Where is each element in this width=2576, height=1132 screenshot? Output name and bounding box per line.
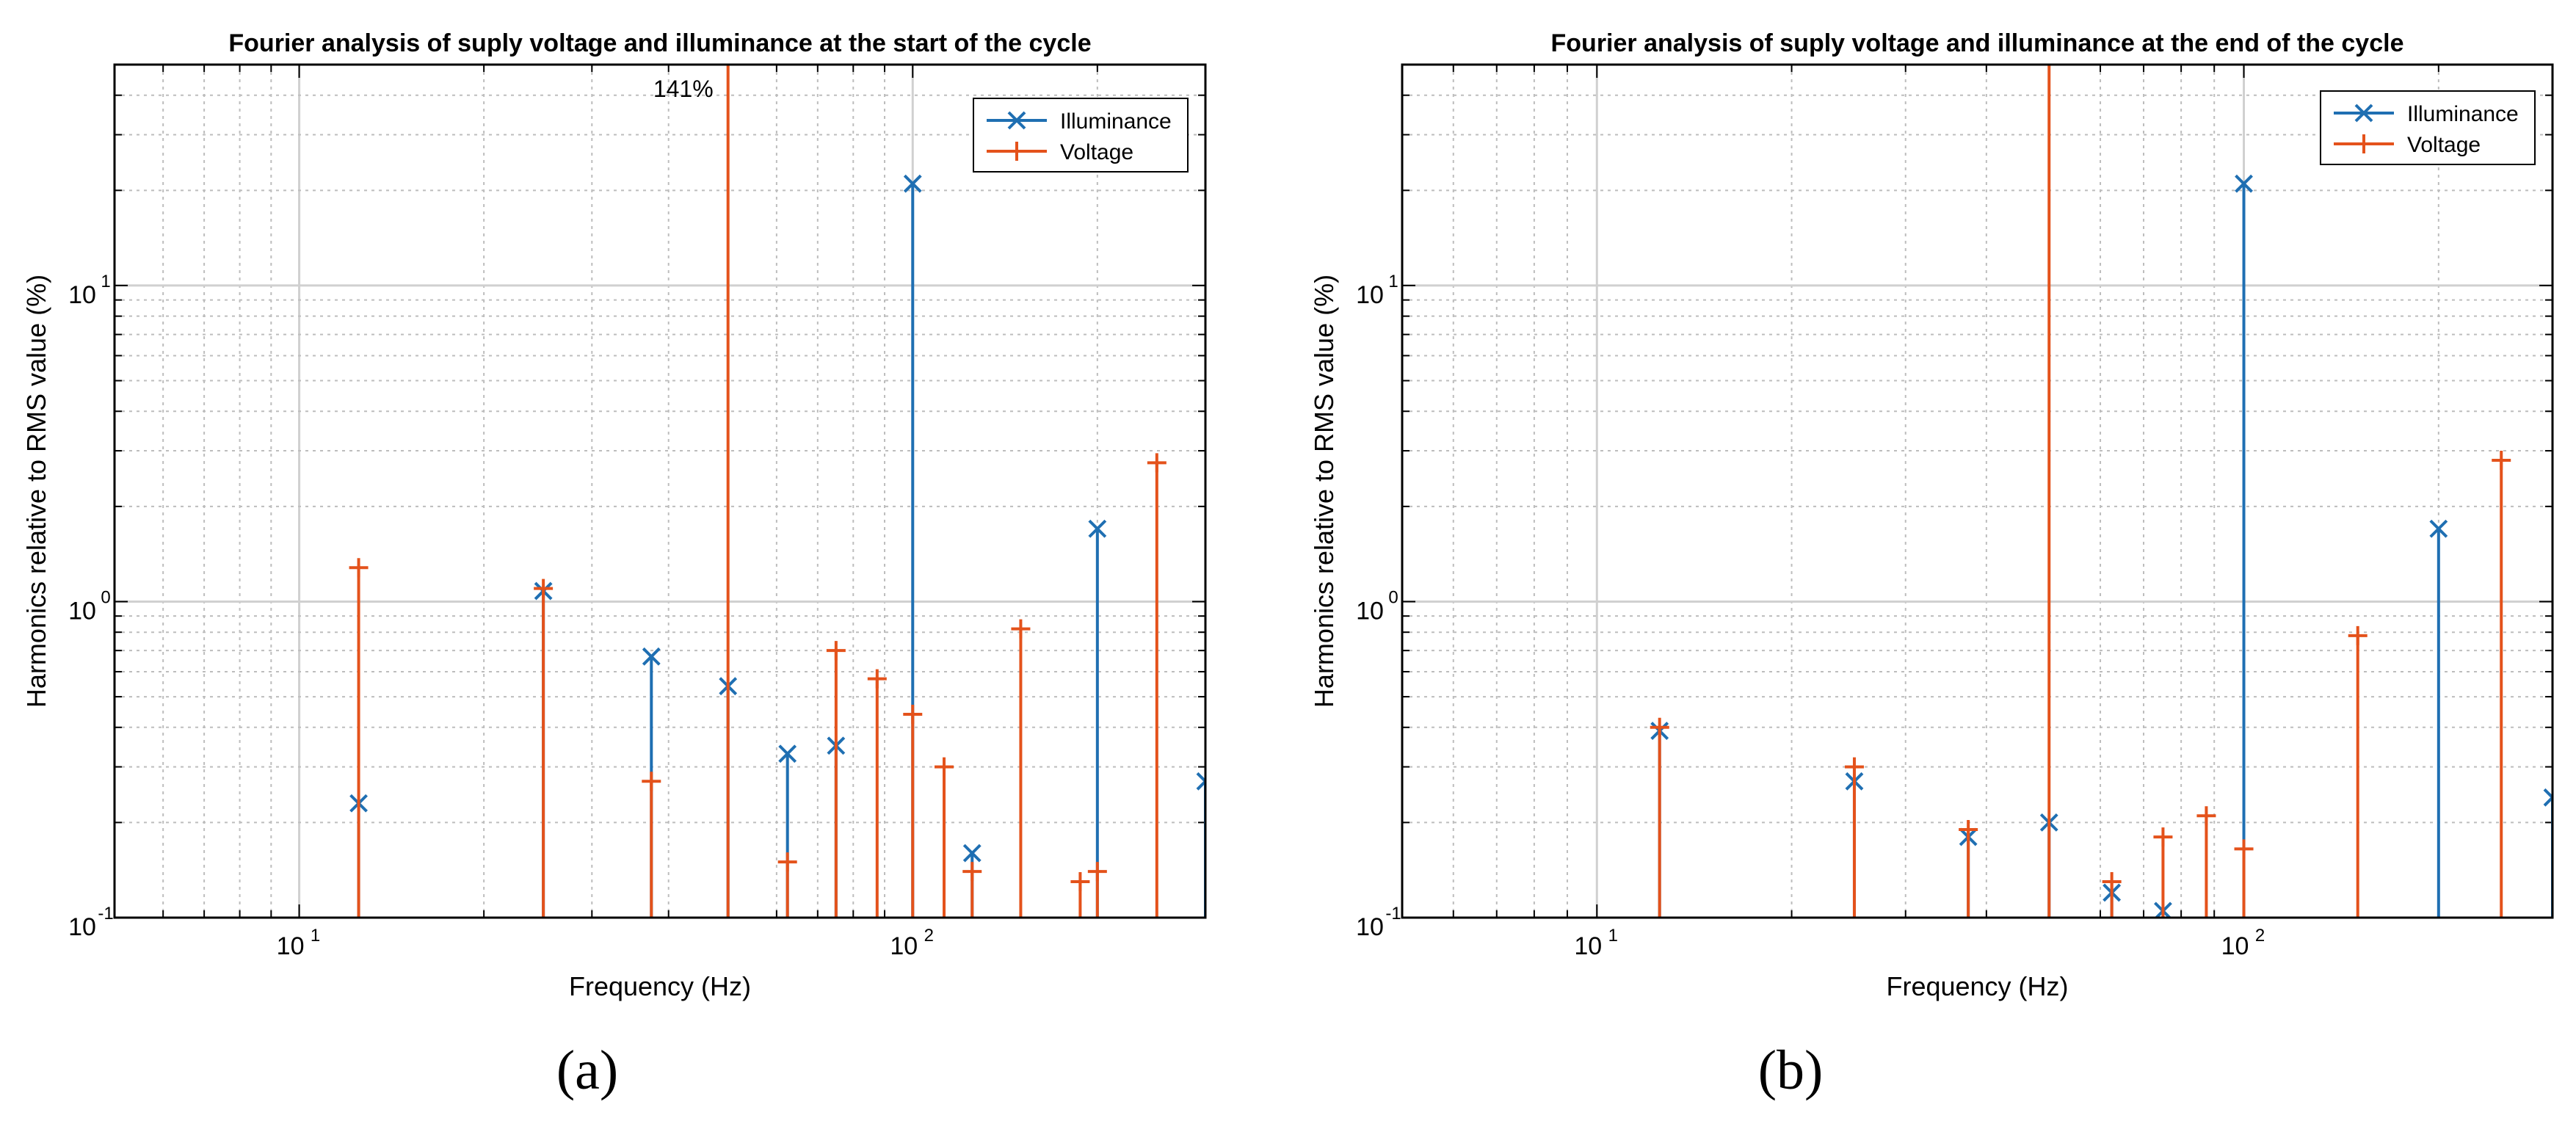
panel-label-a: (a) xyxy=(556,1040,619,1101)
x-axis-label: Frequency (Hz) xyxy=(569,971,751,1001)
legend-label-voltage: Voltage xyxy=(2407,133,2481,157)
x-tick-label: 10 xyxy=(890,932,918,960)
y-tick-exponent: 0 xyxy=(1388,587,1398,607)
voltage-marker xyxy=(2196,806,2216,826)
voltage-marker xyxy=(935,757,954,777)
axes-box xyxy=(1401,63,2554,919)
chart-panel-a: Fourier analysis of suply voltage and il… xyxy=(21,29,1207,1101)
voltage-marker xyxy=(1147,453,1167,473)
stems-layer xyxy=(349,65,1205,918)
voltage-marker xyxy=(1011,619,1031,639)
legend-label-illuminance: Illuminance xyxy=(2407,102,2519,126)
legend: Illuminance Voltage xyxy=(2320,90,2536,165)
x-tick-exponent: 1 xyxy=(1608,926,1618,946)
y-tick-exponent: 1 xyxy=(1388,272,1398,291)
illuminance-marker xyxy=(1196,772,1205,791)
y-tick-label: 10 xyxy=(1356,913,1384,941)
voltage-marker xyxy=(349,558,369,578)
y-tick-exponent: -1 xyxy=(98,904,113,924)
series-voltage xyxy=(349,65,1167,918)
plot-area xyxy=(1402,65,2553,918)
y-tick-exponent: 0 xyxy=(101,587,110,607)
illuminance-marker xyxy=(2543,788,2553,807)
x-tick-label: 10 xyxy=(1574,932,1602,960)
chart-a: Fourier analysis of suply voltage and il… xyxy=(21,29,1207,1001)
y-tick-label: 10 xyxy=(1356,281,1384,309)
voltage-marker xyxy=(534,578,554,598)
voltage-marker xyxy=(2102,871,2122,891)
y-axis-label: Harmonics relative to RMS value (%) xyxy=(21,275,51,708)
panel-label-b: (b) xyxy=(1757,1040,1824,1101)
voltage-marker xyxy=(2492,450,2511,470)
legend-marker-x xyxy=(1007,111,1026,130)
illuminance-marker xyxy=(2235,174,2253,193)
illuminance-marker xyxy=(903,174,922,193)
x-axis-label: Frequency (Hz) xyxy=(1886,971,2068,1001)
illuminance-marker xyxy=(962,843,982,863)
chart-panel-b: Fourier analysis of suply voltage and il… xyxy=(1288,0,2576,1132)
y-tick-exponent: -1 xyxy=(1385,904,1401,924)
y-tick-label: 10 xyxy=(1356,597,1384,625)
series-voltage xyxy=(1650,65,2511,918)
illuminance-marker xyxy=(1088,519,1107,538)
voltage-marker xyxy=(1087,862,1107,882)
voltage-marker xyxy=(2153,827,2173,847)
y-tick-exponent: 1 xyxy=(101,272,110,291)
legend-box xyxy=(2320,90,2536,165)
voltage-marker xyxy=(962,862,982,882)
y-axis-label: Harmonics relative to RMS value (%) xyxy=(1309,275,1339,708)
voltage-marker xyxy=(2234,839,2254,859)
y-tick-label: 10 xyxy=(68,913,96,941)
annotation-label: 141% xyxy=(653,76,714,102)
illuminance-marker xyxy=(778,744,797,763)
x-tick-exponent: 2 xyxy=(924,926,934,946)
y-tick-label: 10 xyxy=(68,281,96,309)
x-tick-exponent: 2 xyxy=(2255,926,2265,946)
voltage-marker xyxy=(1844,757,1864,777)
x-tick-label: 10 xyxy=(277,932,305,960)
legend: Illuminance Voltage xyxy=(973,98,1189,173)
chart-b: Fourier analysis of suply voltage and il… xyxy=(1309,29,2554,1001)
voltage-marker xyxy=(777,852,797,872)
chart-title: Fourier analysis of suply voltage and il… xyxy=(228,29,1091,57)
legend-marker-x xyxy=(2354,104,2373,123)
voltage-marker xyxy=(867,669,887,689)
legend-label-illuminance: Illuminance xyxy=(1060,109,1172,134)
stems-layer xyxy=(1650,65,2553,918)
x-tick-exponent: 1 xyxy=(311,926,320,946)
legend-marker-plus xyxy=(2354,134,2373,153)
legend-box xyxy=(973,98,1189,173)
illuminance-marker xyxy=(642,647,661,666)
y-tick-label: 10 xyxy=(68,597,96,625)
illuminance-marker xyxy=(2429,519,2448,538)
x-tick-label: 10 xyxy=(2221,932,2249,960)
voltage-marker xyxy=(903,704,923,724)
voltage-marker xyxy=(1650,717,1669,737)
legend-marker-plus xyxy=(1007,142,1026,161)
voltage-marker xyxy=(1070,871,1090,891)
axes-box xyxy=(113,63,1207,919)
chart-title: Fourier analysis of suply voltage and il… xyxy=(1551,29,2404,57)
voltage-marker xyxy=(1959,819,1978,839)
legend-label-voltage: Voltage xyxy=(1060,140,1133,164)
plot-area xyxy=(115,65,1205,918)
voltage-marker xyxy=(2348,625,2368,645)
voltage-marker xyxy=(642,772,661,791)
voltage-marker xyxy=(826,641,846,661)
